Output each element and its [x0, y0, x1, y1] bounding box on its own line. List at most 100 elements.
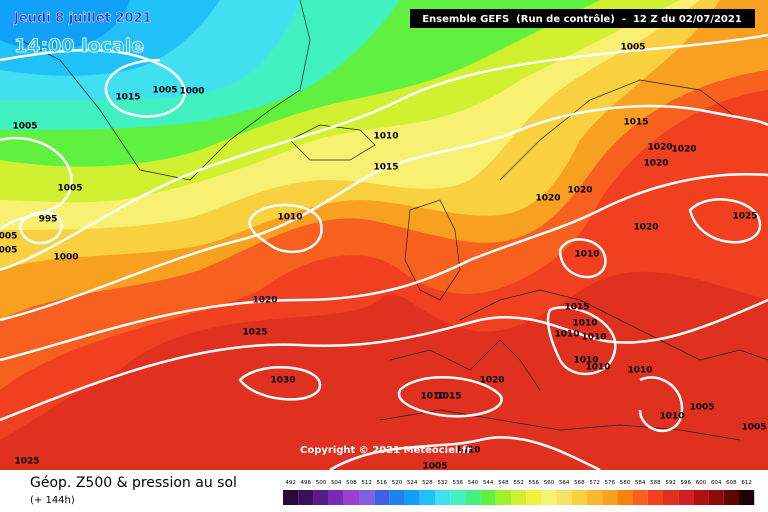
lead-time: (+ 144h) [30, 495, 75, 506]
isobar-label: 1010 [277, 213, 302, 223]
scale-label: 508 [346, 480, 357, 486]
scale-label: 604 [711, 480, 722, 486]
isobar-label: 1000 [53, 253, 78, 263]
isobar-labels: 1005 1000 1015 1005 1005 995 005 005 100… [0, 43, 767, 472]
isobar-label: 1020 [567, 186, 592, 196]
isobar-label: 1025 [242, 328, 267, 338]
scale-cell [283, 490, 299, 505]
scale-label: 524 [407, 480, 418, 486]
date: Jeudi 8 juillet 2021 [13, 11, 152, 26]
scale-label: 588 [650, 480, 661, 486]
isobar-label: 1010 [627, 366, 652, 376]
scale-cell [602, 490, 618, 505]
scale-cell [480, 490, 496, 505]
scale-cell [526, 490, 542, 505]
scale-label: 496 [301, 480, 312, 486]
scale-cell [465, 490, 481, 505]
scale-label: 540 [468, 480, 479, 486]
scale-label: 552 [513, 480, 524, 486]
scale-label: 596 [681, 480, 692, 486]
isobar-label: 005 [0, 232, 17, 242]
isobar-label: 1020 [633, 223, 658, 233]
scale-label: 560 [544, 480, 555, 486]
scale-cell [511, 490, 527, 505]
isobar-label: 1030 [270, 376, 295, 386]
scale-cell [739, 490, 755, 505]
isobar-label: 1010 [373, 132, 398, 142]
isobar-label: 1020 [647, 143, 672, 153]
isobar-label: 1025 [14, 457, 39, 467]
isobar-label: 1005 [741, 423, 766, 433]
scale-cell [723, 490, 739, 505]
isobar-label: 1020 [643, 159, 668, 169]
isobar-label: 1010 [572, 319, 597, 329]
isobar-label: 1015 [115, 93, 140, 103]
isobar-label: 1015 [564, 303, 589, 313]
scale-label: 564 [559, 480, 570, 486]
isobar-label: 1010 [420, 392, 445, 402]
scale-label: 532 [437, 480, 448, 486]
scale-label: 592 [665, 480, 676, 486]
scale-label: 600 [696, 480, 707, 486]
model-box [410, 9, 755, 28]
scale-cell [678, 490, 694, 505]
local-time: 14:00 locale [14, 35, 144, 57]
isobar-label: 1025 [732, 212, 757, 222]
color-scale: 492 496 500 504 508 512 516 520 524 528 532 536 540 5… [283, 480, 755, 505]
scale-label: 504 [331, 480, 342, 486]
model-info: Ensemble GEFS (Run de contrôle) - 12 Z d… [422, 13, 742, 25]
scale-cell [298, 490, 314, 505]
isobar-label: 1020 [535, 194, 560, 204]
scale-label: 572 [589, 480, 600, 486]
isobar-label: 1010 [574, 250, 599, 260]
scale-cell [632, 490, 648, 505]
isobar-label: 1010 [455, 446, 480, 456]
scale-label: 528 [422, 480, 433, 486]
isobar-label: 1015 [436, 392, 461, 402]
isobar-label: 1010 [585, 363, 610, 373]
scale-cell [389, 490, 405, 505]
isobar-label: 1005 [152, 86, 177, 96]
scale-cell [359, 490, 375, 505]
scale-label: 492 [285, 480, 296, 486]
scale-cell [313, 490, 329, 505]
footer-title: Géop. Z500 & pression au sol [30, 475, 237, 491]
scale-cell [617, 490, 633, 505]
isobar-label: 1020 [479, 376, 504, 386]
scale-cell [693, 490, 709, 505]
scale-label: 544 [483, 480, 494, 486]
isobar-label: 1000 [179, 87, 204, 97]
scale-cell [419, 490, 435, 505]
isobar-label: 1005 [422, 462, 447, 472]
isobar-label: 1010 [581, 333, 606, 343]
scale-cell [450, 490, 466, 505]
isobar-label: 1010 [554, 330, 579, 340]
scale-label: 580 [620, 480, 631, 486]
scale-label: 516 [377, 480, 388, 486]
scale-cell [571, 490, 587, 505]
scale-label: 556 [529, 480, 540, 486]
copyright: Copyright © 2021 Meteociel.fr [300, 445, 471, 456]
isobar-label: 1015 [623, 118, 648, 128]
scale-label: 612 [741, 480, 752, 486]
scale-cell [647, 490, 663, 505]
isobar-label: 1005 [689, 403, 714, 413]
scale-label: 520 [392, 480, 403, 486]
scale-cell [328, 490, 344, 505]
scale-cell [495, 490, 511, 505]
isobar-label: 1005 [57, 184, 82, 194]
isobar-label: 995 [39, 215, 58, 225]
scale-cell [587, 490, 603, 505]
scale-cell [708, 490, 724, 505]
scale-label: 608 [726, 480, 737, 486]
coastlines [19, 0, 768, 441]
scale-cell [556, 490, 572, 505]
scale-label: 548 [498, 480, 509, 486]
scale-cell [435, 490, 451, 505]
scale-cell [343, 490, 359, 505]
scale-label: 536 [453, 480, 464, 486]
scale-label: 512 [361, 480, 372, 486]
isobar-label: 1020 [252, 296, 277, 306]
isobar-label: 1020 [671, 145, 696, 155]
isobars [0, 33, 768, 472]
